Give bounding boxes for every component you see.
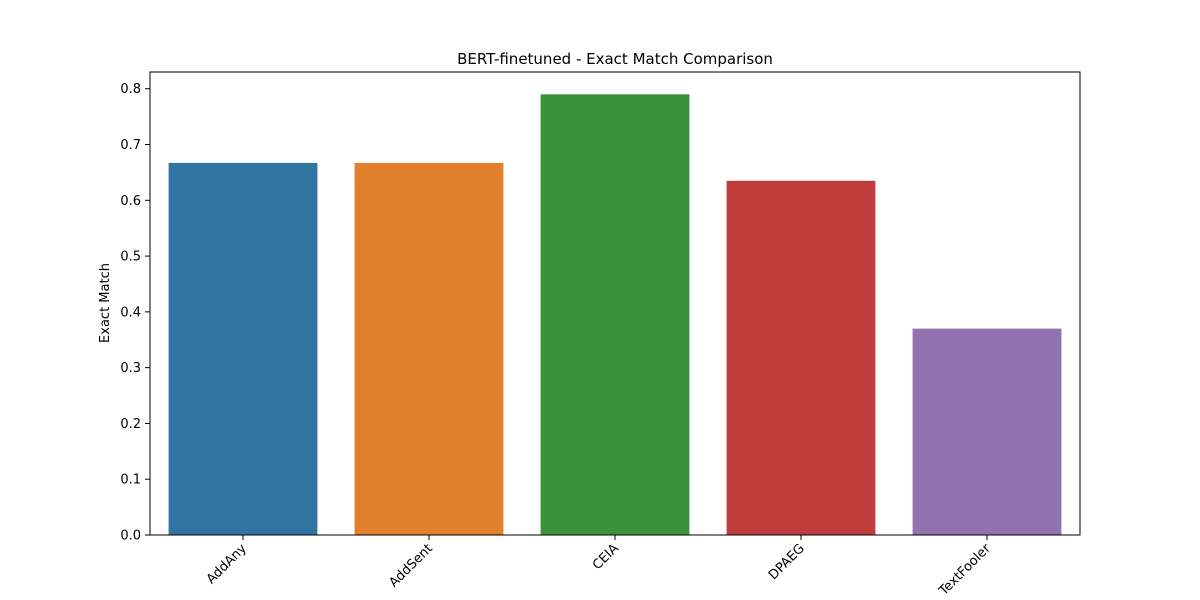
bar-addany [168,162,318,535]
chart-title: BERT-finetuned - Exact Match Comparison [457,50,773,68]
x-tick-label: AddSent [386,541,435,590]
bar-ceia [540,94,690,535]
y-tick-label: 0.2 [120,417,141,432]
x-axis: AddAny AddSent CEIA DPAEG TextFooler [204,535,994,599]
y-axis-label: Exact Match [98,263,113,343]
y-axis: 0.0 0.1 0.2 0.3 0.4 0.5 0.6 0.7 0.8 [120,82,150,544]
x-tick-label: DPAEG [766,541,808,583]
x-tick-label: TextFooler [936,541,995,600]
bar-addsent [354,162,504,535]
bars-layer [168,94,1062,535]
bar-textfooler [912,328,1062,535]
y-tick-label: 0.5 [120,250,141,265]
y-tick-label: 0.7 [120,138,141,153]
y-tick-label: 0.4 [120,305,141,320]
bar-dpaeg [726,180,876,535]
x-tick-label: CEIA [590,541,622,573]
x-tick-label: AddAny [204,541,250,587]
y-tick-label: 0.6 [120,194,141,209]
plot-frame [149,71,1081,536]
y-tick-label: 0.3 [120,361,141,376]
y-tick-label: 0.0 [120,529,141,544]
y-tick-label: 0.8 [120,82,141,97]
y-tick-label: 0.1 [120,473,141,488]
